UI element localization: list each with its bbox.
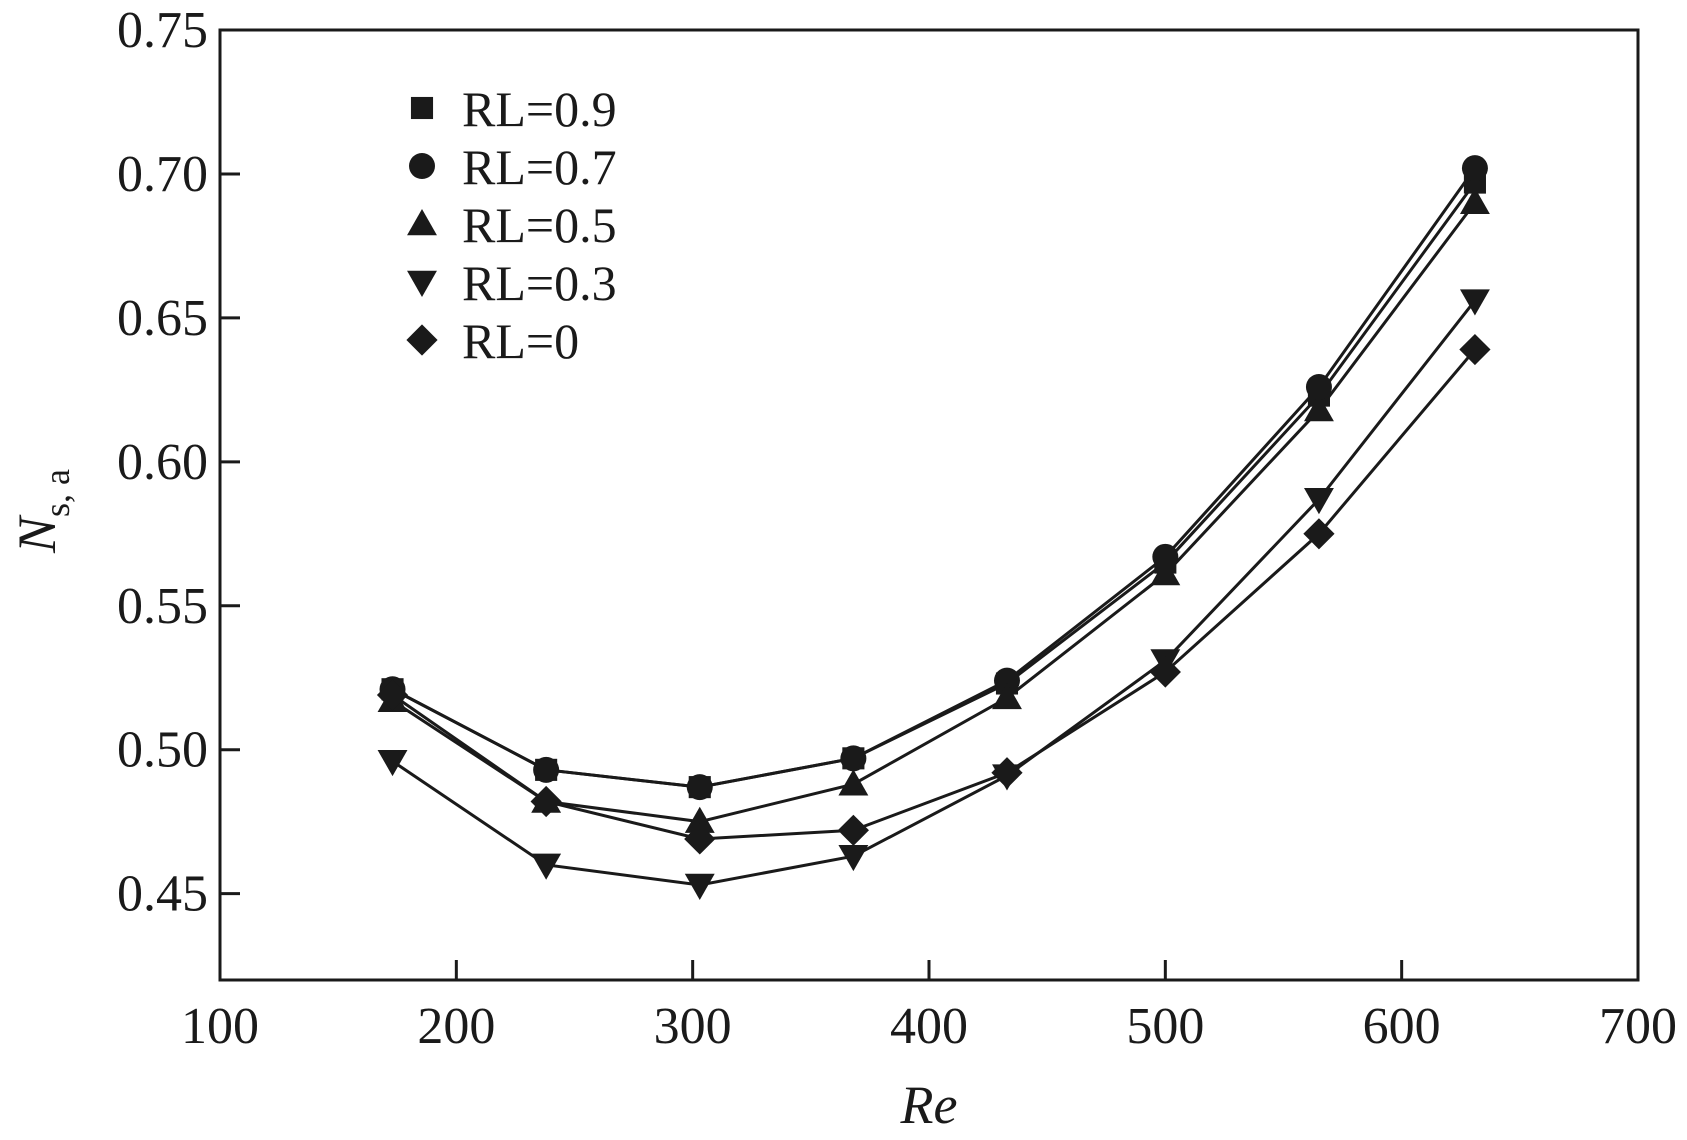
data-point [838,844,869,872]
x-tick-label: 700 [1599,998,1677,1055]
data-point [1459,333,1491,366]
series-line [391,201,1477,824]
legend-marker [407,270,437,297]
y-tick-label: 0.50 [117,722,208,779]
data-point [993,667,1020,694]
data-point [837,814,869,846]
data-point [1303,518,1335,550]
data-point [1459,187,1490,214]
y-axis-title-group: Ns, a [7,469,77,554]
data-point [530,785,562,818]
data-point [1304,395,1334,422]
y-axis-title-subscript: s, a [37,469,77,517]
data-point [376,679,409,711]
data-point [991,757,1023,789]
legend-label: RL=0.9 [462,81,617,137]
data-point [684,806,715,833]
data-point [1461,155,1488,182]
legend-marker [406,324,438,356]
y-axis-title-main: N [7,514,67,554]
data-point [1149,656,1181,688]
series-lines [391,167,1477,887]
y-tick-label: 0.60 [117,434,208,491]
legend-label: RL=0 [462,313,579,369]
series-line [391,299,1477,887]
data-point [1304,488,1334,515]
data-point [377,749,408,777]
data-point [684,823,716,855]
legend-marker [407,209,437,236]
data-point [684,873,715,900]
data-point [1305,373,1332,400]
series-markers [376,155,1491,900]
data-point [838,769,869,796]
legend-label: RL=0.3 [462,255,617,311]
y-axis-title: Ns, a [7,469,77,554]
data-point [1150,559,1181,586]
x-tick-label: 200 [417,998,495,1055]
x-axis: 100 200 300 400 500 600 700 [181,960,1677,1055]
data-point [533,756,560,783]
data-point [1152,543,1179,570]
y-tick-label: 0.55 [117,578,208,635]
data-point [531,853,562,880]
y-tick-label: 0.45 [117,866,208,923]
data-point [686,774,713,801]
series-line [391,348,1477,841]
x-tick-label: 100 [181,998,259,1055]
legend: RL=0.9RL=0.7RL=0.5RL=0.3RL=0 [406,81,617,369]
x-tick-label: 500 [1126,998,1204,1055]
x-tick-label: 300 [654,998,732,1055]
y-tick-label: 0.65 [117,290,208,347]
data-point [992,682,1022,710]
data-point [840,745,867,772]
x-axis-title: Re [900,1075,958,1135]
x-tick-label: 400 [890,998,968,1055]
legend-marker [409,153,435,179]
legend-marker [410,96,434,120]
x-tick-label: 600 [1363,998,1441,1055]
y-tick-label: 0.70 [117,146,208,203]
data-point [1459,289,1490,316]
y-tick-label: 0.75 [117,2,208,59]
series-line [391,167,1477,789]
y-axis: 0.45 0.50 0.55 0.60 0.65 0.70 0.75 [117,2,240,923]
legend-label: RL=0.7 [462,139,617,195]
legend-label: RL=0.5 [462,197,617,253]
